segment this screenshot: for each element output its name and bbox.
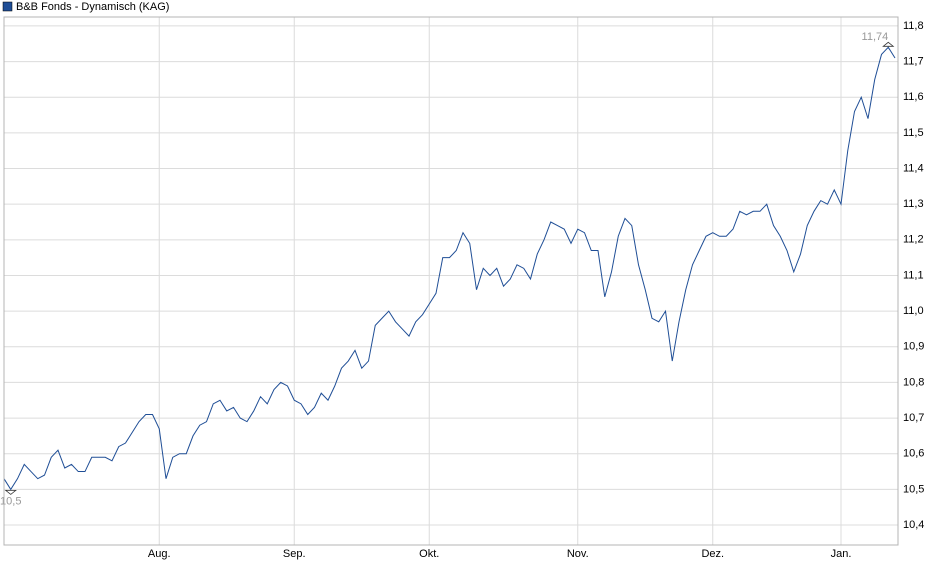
- x-tick-label: Aug.: [148, 548, 171, 560]
- y-tick-label: 11,8: [903, 20, 924, 32]
- y-tick-label: 11,7: [903, 55, 924, 67]
- x-tick-label: Okt.: [419, 548, 439, 560]
- y-tick-label: 11,4: [903, 162, 924, 174]
- y-tick-label: 10,6: [903, 448, 924, 460]
- max-marker: [882, 41, 895, 47]
- x-tick-label: Jan.: [831, 548, 852, 560]
- x-tick-label: Dez.: [701, 548, 724, 560]
- legend-swatch: [2, 1, 13, 12]
- value-label: 10,5: [0, 495, 21, 507]
- y-tick-label: 11,5: [903, 127, 924, 139]
- x-tick-label: Nov.: [567, 548, 589, 560]
- y-tick-label: 10,5: [903, 483, 924, 495]
- y-tick-label: 11,6: [903, 91, 924, 103]
- y-tick-label: 10,4: [903, 519, 924, 531]
- y-tick-label: 11,0: [903, 305, 924, 317]
- line: [3, 46, 896, 491]
- y-tick-label: 11,1: [903, 269, 924, 281]
- legend-label: B&B Fonds - Dynamisch (KAG): [16, 1, 169, 13]
- y-tick-label: 11,3: [903, 198, 924, 210]
- plot-frame: [3, 16, 899, 546]
- y-tick-label: 10,7: [903, 412, 924, 424]
- y-tick-label: 10,9: [903, 341, 924, 353]
- x-tick-label: Sep.: [283, 548, 306, 560]
- y-tick-label: 10,8: [903, 376, 924, 388]
- y-tick-label: 11,2: [903, 234, 924, 246]
- value-label: 11,74: [862, 31, 889, 43]
- min-marker: [4, 489, 17, 495]
